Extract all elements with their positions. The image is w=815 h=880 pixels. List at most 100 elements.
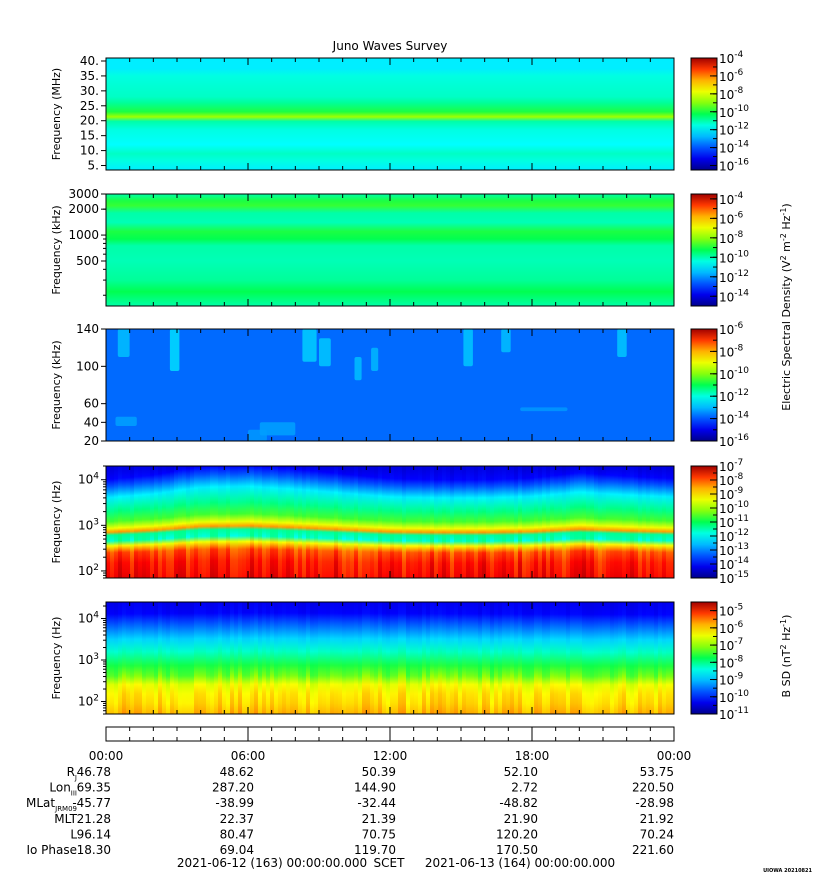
spectrogram-p3-burst-13 [248, 429, 267, 441]
spectrogram-p5-column [454, 602, 459, 714]
y-tick-label: 104 [78, 472, 99, 487]
spectrogram-p4-column [310, 466, 315, 578]
spectrogram-p4-column [646, 466, 651, 578]
spectrogram-p4-column [250, 466, 255, 578]
spectrogram-p4-column [618, 466, 623, 578]
spectrogram-p4-column [530, 466, 535, 578]
spectrogram-p5-column [274, 602, 279, 714]
spectrogram-p5-column [222, 602, 227, 714]
spectrogram-p5-column [594, 602, 599, 714]
spectrogram-p5-column [630, 602, 635, 714]
spectrogram-p5-column [114, 602, 119, 714]
spectrogram-p3-burst-8 [501, 329, 511, 353]
spectrogram-p5-column [438, 602, 443, 714]
spectrogram-p4-column [218, 466, 223, 578]
spectrogram-p4-column [382, 466, 387, 578]
spectrogram-p4-column [362, 466, 367, 578]
spectrogram-p5-column [286, 602, 291, 714]
spectrogram-p4-column [346, 466, 351, 578]
colorbar-tick-label: 10-10 [719, 366, 749, 382]
spectrogram-p4-column [238, 466, 243, 578]
spectrogram-p5-columns [106, 602, 675, 714]
spectrogram-p5-column [322, 602, 327, 714]
spectrogram-p5-column [158, 602, 163, 714]
spectrogram-p4-column [574, 466, 579, 578]
spectrogram-p5-column [566, 602, 571, 714]
ephemeris-value: 144.90 [354, 781, 396, 795]
colorbar-label-electric: Electric Spectral Density (V2 m-2 Hz-1) [779, 203, 793, 410]
colorbar-tick-label: 10-8 [719, 654, 744, 670]
spectrogram-p5-column [178, 602, 183, 714]
spectrogram-p4-column [282, 466, 287, 578]
spectrogram-p5-column [310, 602, 315, 714]
spectrogram-p5-column [658, 602, 663, 714]
spectrogram-p4-column [354, 466, 359, 578]
spectrogram-p4-column [470, 466, 475, 578]
spectrogram-p4-column [598, 466, 603, 578]
ephemeris-value: 21.28 [77, 812, 111, 826]
spectrogram-p5-column [430, 602, 435, 714]
spectrogram-p3-burst-2 [169, 329, 180, 371]
colorbar-tick-label: 10-14 [719, 140, 749, 156]
colorbar-tick-label: 10-6 [719, 620, 744, 636]
y-tick-label: 1000 [68, 228, 99, 242]
spectrogram-p4-column [378, 466, 383, 578]
spectrogram-p4-column [654, 466, 659, 578]
spectrogram-p4-column [322, 466, 327, 578]
spectrogram-p5-column [182, 602, 187, 714]
spectrogram-p5-column [330, 602, 335, 714]
spectrogram-p5-column [130, 602, 135, 714]
spectrogram-p4-column [186, 466, 191, 578]
spectrogram-p5-column [486, 602, 491, 714]
spectrogram-p5-column [154, 602, 159, 714]
spectrogram-p5-column [166, 602, 171, 714]
y-axis-label-p4: Frequency (Hz) [50, 481, 63, 564]
spectrogram-p4-column [666, 466, 671, 578]
spectrogram-p5-column [278, 602, 283, 714]
spectrogram-p4-column [306, 466, 311, 578]
spectrogram-p4-column [586, 466, 591, 578]
spectrogram-p5-column [546, 602, 551, 714]
spectrogram-p4-column [662, 466, 667, 578]
spectrogram-p4-column [426, 466, 431, 578]
ephemeris-value: -32.44 [357, 796, 396, 810]
colorbar-tick-label: 10-12 [719, 122, 749, 138]
spectrogram-p5-column [526, 602, 531, 714]
spectrogram-p4-column [370, 466, 375, 578]
spectrogram-p4-column [658, 466, 663, 578]
ephemeris-value: -48.82 [499, 796, 538, 810]
spectrogram-p4-column [402, 466, 407, 578]
spectrogram-p5-column [302, 602, 307, 714]
spectrogram-p5-column [478, 602, 483, 714]
y-tick-label: 40 [84, 415, 99, 429]
spectrogram-p5-column [270, 602, 275, 714]
y-tick-label: 140 [76, 322, 99, 336]
spectrogram-p4-column [290, 466, 295, 578]
spectrogram-p5-column [550, 602, 555, 714]
colorbar-tick-label: 10-15 [719, 570, 749, 586]
spectrogram-p5-column [230, 602, 235, 714]
spectrogram-p4-column [154, 466, 159, 578]
ephemeris-value: 46.78 [77, 765, 111, 779]
spectrogram-p4-column [570, 466, 575, 578]
spectrogram-p5-column [214, 602, 219, 714]
spectrogram-p3-burst-9 [617, 329, 627, 357]
y-tick-label: 30. [80, 84, 99, 98]
spectrogram-p4-column [158, 466, 163, 578]
spectrogram-p4-column [146, 466, 151, 578]
y-tick-label: 60 [84, 397, 99, 411]
spectrogram-p5-column [138, 602, 143, 714]
spectrogram-p5-column [402, 602, 407, 714]
ephemeris-value: 221.60 [632, 843, 674, 857]
spectrogram-p5-column [394, 602, 399, 714]
y-tick-label: 2000 [68, 202, 99, 216]
spectrogram-p5-column [334, 602, 339, 714]
spectrogram-p5-column [586, 602, 591, 714]
y-tick-label: 103 [78, 517, 99, 532]
spectrogram-p5-column [374, 602, 379, 714]
spectrogram-p5-column [282, 602, 287, 714]
spectrogram-p4-column [210, 466, 215, 578]
spectrogram-p4-column [550, 466, 555, 578]
spectrogram-p3-burst-11 [115, 416, 137, 426]
